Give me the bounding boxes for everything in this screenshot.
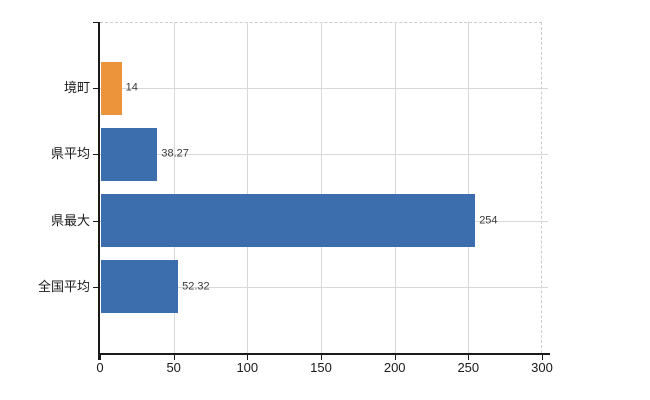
y-axis-tick: [93, 221, 98, 222]
y-axis-category-label: 県最大: [50, 213, 90, 229]
bar-2: [101, 128, 158, 181]
y-axis-tick: [93, 154, 98, 155]
x-axis-tick: [100, 355, 101, 360]
y-axis-endcap-tick: [93, 22, 98, 23]
bar-value-label: 254: [479, 214, 498, 227]
value-gridline: [394, 22, 396, 353]
bar-1: [101, 62, 122, 115]
x-axis-line: [98, 353, 550, 355]
y-axis-tick: [93, 88, 98, 89]
y-axis-category-label: 全国平均: [37, 279, 90, 295]
category-gridline: [100, 88, 548, 89]
bar-4: [101, 260, 179, 313]
x-axis-tick-label: 0: [96, 360, 104, 375]
x-axis-tick: [247, 355, 249, 360]
x-axis-tick-label: 50: [166, 360, 181, 375]
x-axis-tick-label: 200: [383, 360, 406, 375]
value-gridline: [247, 22, 249, 353]
value-gridline: [173, 22, 175, 353]
x-axis-tick-label: 300: [531, 360, 553, 375]
x-axis-tick: [394, 355, 396, 360]
x-axis-tick: [173, 355, 175, 360]
y-axis-tick: [93, 287, 98, 288]
bar-3: [101, 194, 476, 247]
x-axis-tick: [321, 355, 322, 360]
y-axis-category-label: 県平均: [50, 146, 90, 162]
bar-value-label: 14: [125, 81, 138, 94]
category-gridline: [100, 154, 548, 155]
x-axis-tick-label: 100: [236, 360, 259, 375]
x-axis-tick: [468, 355, 470, 360]
x-axis-tick-label: 150: [310, 360, 332, 375]
x-axis-tick: [542, 355, 543, 360]
value-gridline: [321, 22, 322, 353]
bar-value-label: 52.32: [182, 280, 210, 293]
y-axis-category-label: 境町: [63, 80, 90, 96]
x-axis-tick-label: 250: [457, 360, 480, 375]
bar-value-label: 38.27: [161, 147, 189, 160]
category-gridline: [100, 287, 548, 288]
value-gridline: [468, 22, 470, 353]
y-axis-line: [98, 22, 100, 360]
